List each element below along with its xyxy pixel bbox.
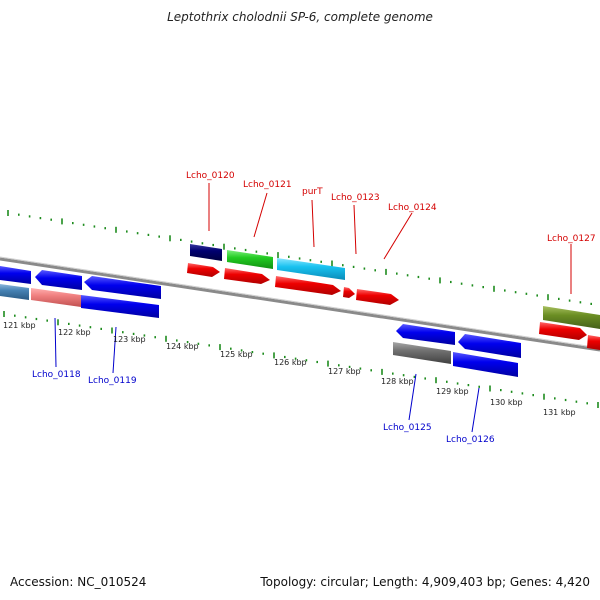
gene-label-lcho-0126[interactable]: Lcho_0126 xyxy=(446,435,495,445)
gene-label-lcho-0123[interactable]: Lcho_0123 xyxy=(331,193,380,203)
gene-block-lcho-0119[interactable] xyxy=(81,295,159,318)
gene-block-left-steel[interactable] xyxy=(0,284,29,300)
gene-block-lcho-0121[interactable] xyxy=(227,250,273,269)
gene-block-purt[interactable] xyxy=(277,258,345,280)
genome-backbone xyxy=(0,257,600,352)
leader-lcho-0121 xyxy=(253,192,268,238)
scale-label: 126 kbp xyxy=(274,358,307,367)
lower-tick-track xyxy=(3,311,599,408)
gene-label-lcho-0118[interactable]: Lcho_0118 xyxy=(32,370,81,380)
genome-summary-text: Topology: circular; Length: 4,909,403 bp… xyxy=(260,575,590,589)
gene-label-lcho-0127[interactable]: Lcho_0127 xyxy=(547,234,596,244)
gene-block-lcho-0118[interactable] xyxy=(31,288,81,307)
gene-label-lcho-0124[interactable]: Lcho_0124 xyxy=(388,203,437,213)
gene-arrow-lcho-0119-upper[interactable] xyxy=(84,276,161,299)
gene-label-purt[interactable]: purT xyxy=(302,187,323,197)
gene-block-lcho-0126[interactable] xyxy=(453,352,518,377)
gene-arrow-lcho-0126-upper[interactable] xyxy=(458,334,521,358)
gene-arrow-lcho-0121[interactable] xyxy=(224,268,270,284)
leader-lcho-0125 xyxy=(408,373,417,421)
gene-label-lcho-0119[interactable]: Lcho_0119 xyxy=(88,376,137,386)
accession-text: Accession: NC_010524 xyxy=(10,575,147,589)
leader-purt xyxy=(311,199,315,248)
genome-title: Leptothrix cholodnii SP-6, complete geno… xyxy=(167,10,433,24)
scale-label: 130 kbp xyxy=(490,398,523,407)
gene-block-lcho-0120[interactable] xyxy=(190,244,222,261)
gene-arrow-left-edge[interactable] xyxy=(0,266,31,284)
leader-lcho-0126 xyxy=(471,387,480,433)
scale-label: 124 kbp xyxy=(166,342,199,351)
gene-arrow-partial[interactable] xyxy=(587,335,600,350)
gene-arrow-lcho-0118-upper[interactable] xyxy=(35,270,82,290)
gene-block-lcho-0127[interactable] xyxy=(543,306,600,329)
gene-arrow-lcho-0123[interactable] xyxy=(343,287,355,298)
scale-label: 121 kbp xyxy=(3,321,36,330)
leader-lcho-0124 xyxy=(383,212,413,260)
upper-tick-track xyxy=(7,210,593,305)
leader-lcho-0119 xyxy=(112,326,117,374)
scale-label: 131 kbp xyxy=(543,408,576,417)
gene-label-lcho-0120[interactable]: Lcho_0120 xyxy=(186,171,235,181)
scale-label: 128 kbp xyxy=(381,377,414,386)
gene-arrow-lcho-0120[interactable] xyxy=(187,263,220,277)
scale-label: 129 kbp xyxy=(436,387,469,396)
scale-label: 125 kbp xyxy=(220,350,253,359)
leader-lcho-0118 xyxy=(54,317,57,368)
scale-label: 122 kbp xyxy=(58,328,91,337)
scale-label: 127 kbp xyxy=(328,367,361,376)
gene-label-lcho-0121[interactable]: Lcho_0121 xyxy=(243,180,292,190)
leader-lcho-0123 xyxy=(353,204,357,255)
gene-arrow-lcho-0124[interactable] xyxy=(356,289,399,305)
gene-arrow-lcho-0125-upper[interactable] xyxy=(396,324,455,345)
scale-label: 123 kbp xyxy=(113,335,146,344)
genome-backbone-highlight xyxy=(0,256,600,349)
gene-arrow-lcho-0127[interactable] xyxy=(539,322,587,340)
gene-block-lcho-0125[interactable] xyxy=(393,342,451,364)
gene-arrow-purt[interactable] xyxy=(275,276,341,295)
gene-label-lcho-0125[interactable]: Lcho_0125 xyxy=(383,423,432,433)
